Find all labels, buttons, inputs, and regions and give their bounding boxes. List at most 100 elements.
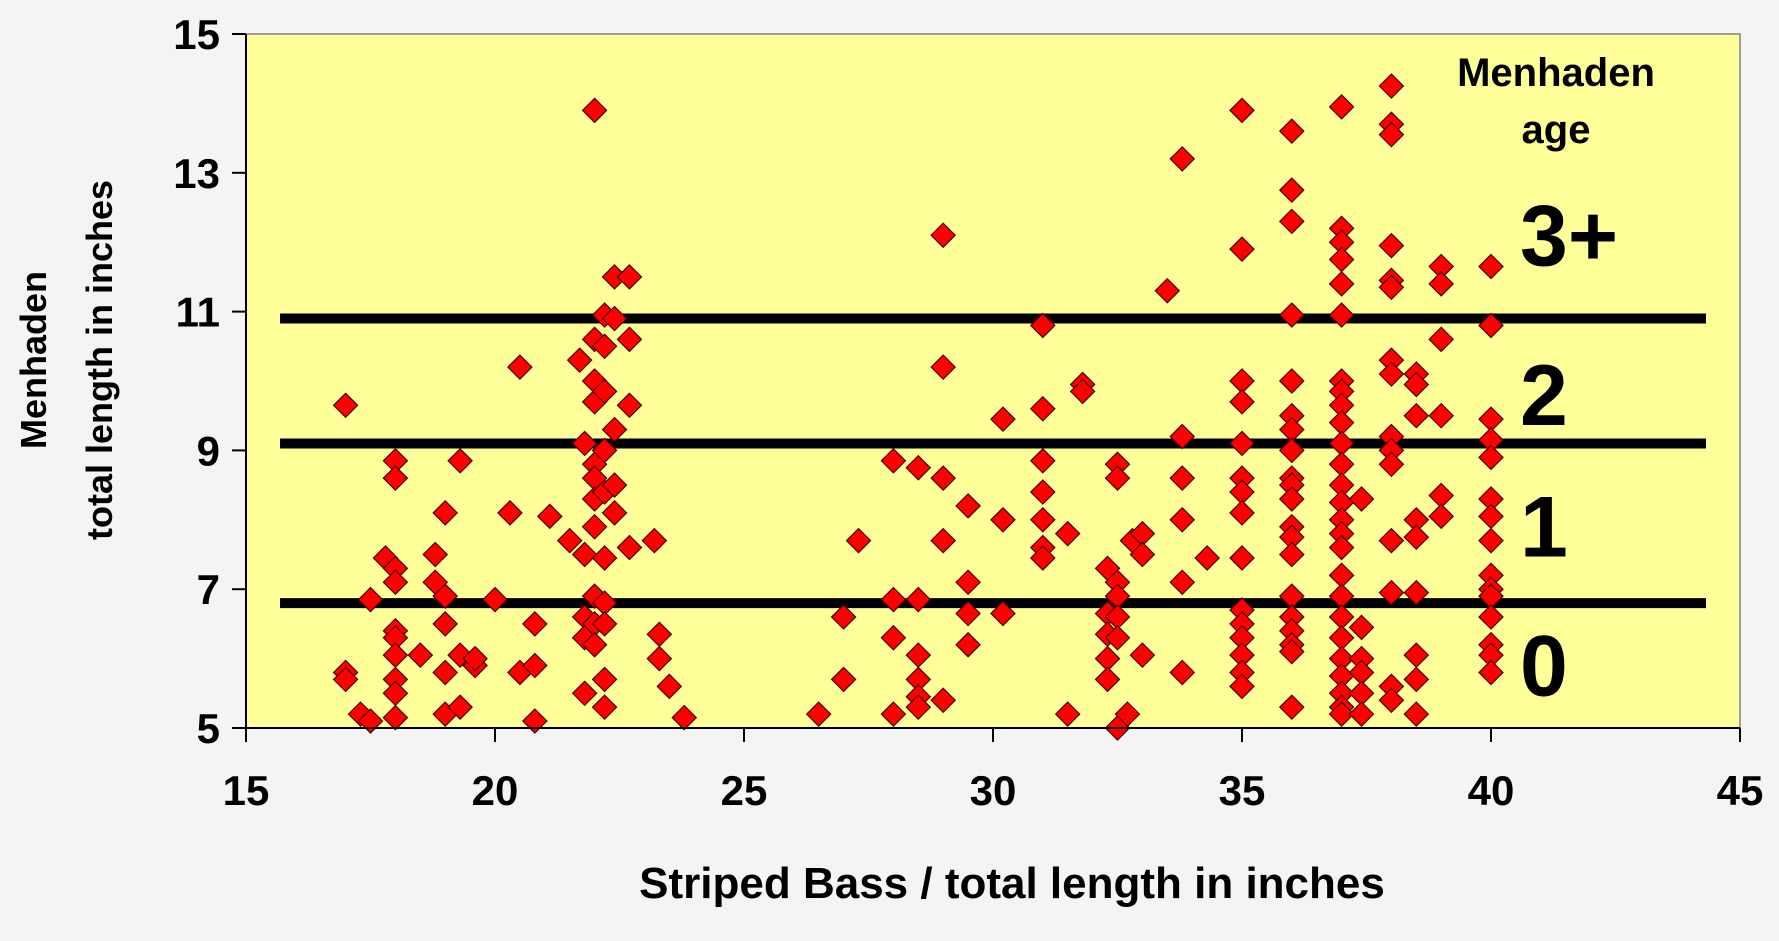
data-point [955,569,981,596]
data-point [830,666,857,693]
data-point [1229,97,1255,124]
data-point [571,430,598,457]
data-point [641,527,668,554]
data-point [382,465,409,492]
data-point [1428,326,1455,353]
data-point [1378,274,1405,301]
data-point [955,600,981,627]
y-tick-label: 9 [197,427,220,474]
data-point [1278,208,1305,235]
data-point [905,454,932,481]
data-point [1478,312,1504,339]
age-label: 1 [1520,480,1568,576]
y-tick-label: 15 [173,11,220,58]
data-point [422,541,449,568]
data-point [432,500,459,526]
data-point [447,447,473,474]
data-point [1114,701,1141,727]
data-point [1129,642,1156,668]
data-point [1094,666,1121,693]
y-axis-title-line-2: total length in inches [79,180,120,540]
data-point [1348,701,1375,727]
data-point [616,534,643,561]
data-point [571,541,598,568]
legend-title-line-2: age [1522,108,1591,152]
y-axis-title: Menhaden total length in inches [13,180,120,540]
data-point [407,642,434,668]
x-tick-label: 20 [472,767,519,814]
data-point [482,586,508,613]
data-point [1194,545,1220,571]
data-point [1328,701,1355,727]
data-point [905,586,932,613]
data-point [1169,659,1196,686]
data-point [601,416,628,443]
data-point [332,392,359,419]
data-point [805,701,832,727]
data-point [930,527,957,554]
data-point [591,333,618,360]
age-label: 3+ [1520,188,1618,284]
data-point [1278,118,1305,145]
data-point [591,694,618,721]
data-point [1403,579,1430,606]
data-point [990,506,1016,533]
data-point [1378,687,1405,714]
data-point [955,631,981,658]
data-point [1278,541,1305,568]
data-point [1154,277,1181,304]
y-ticks: 5 7 9 11 13 15 [173,11,246,752]
data-point [571,680,598,707]
data-point [1378,121,1405,148]
data-point [1428,270,1455,297]
data-point [357,586,384,613]
data-point [1403,402,1430,429]
data-point [1328,302,1355,328]
data-point [1029,447,1056,474]
data-point [930,465,957,492]
data-point [591,545,618,571]
age-label: 2 [1520,348,1568,444]
data-point [1478,659,1504,686]
age-label: 0 [1520,619,1568,715]
x-tick-label: 25 [721,767,768,814]
data-point [1278,486,1305,512]
data-point [1054,520,1081,547]
x-tick-label: 45 [1717,767,1764,814]
data-point [1378,361,1405,387]
data-point [1478,444,1504,471]
data-point [1169,465,1196,492]
data-point [930,687,957,714]
data-point [566,347,593,374]
data-point [830,604,857,630]
data-point [1478,527,1504,554]
data-point [1029,506,1056,533]
y-tick-label: 5 [197,705,220,752]
data-point [656,673,683,700]
legend-title: Menhaden age [1457,51,1655,152]
data-point [521,652,548,679]
data-point [1169,423,1196,450]
data-point [616,326,643,353]
data-point [432,583,459,609]
data-point [556,527,583,554]
data-point [432,659,459,686]
data-point [1378,73,1405,99]
data-point [930,354,957,380]
data-point [1348,486,1375,512]
data-point [1229,545,1255,571]
data-point [591,666,618,693]
data-point [432,611,459,637]
data-point [930,222,957,249]
data-point [591,611,618,637]
data-points [332,73,1504,741]
y-tick-label: 7 [197,566,220,613]
data-point [1129,541,1156,568]
data-point [1403,371,1430,398]
data-point [1328,270,1355,297]
data-point [1278,302,1305,328]
data-point [990,406,1016,433]
data-point [1029,545,1056,571]
data-point [497,500,523,526]
data-point [382,704,409,731]
